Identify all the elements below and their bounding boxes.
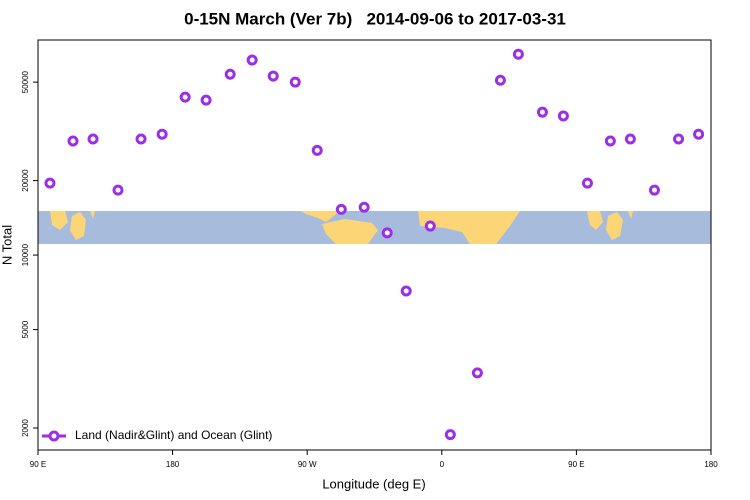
point: [381, 227, 393, 239]
point: [358, 201, 370, 213]
point: [557, 110, 569, 122]
x-tick-label: 180: [166, 460, 180, 469]
point: [179, 91, 191, 103]
legend-label: Land (Nadir&Glint) and Ocean (Glint): [75, 428, 272, 442]
point: [444, 429, 456, 441]
point: [471, 367, 483, 379]
point: [44, 177, 56, 189]
point: [424, 220, 436, 232]
point: [311, 144, 323, 156]
point: [67, 135, 79, 147]
x-tick-label: 90 E: [30, 460, 46, 469]
point: [335, 203, 347, 215]
point: [693, 128, 705, 140]
point: [224, 68, 236, 80]
point: [87, 133, 99, 145]
point: [246, 54, 258, 66]
point: [494, 74, 506, 86]
y-tick-label: 10000: [21, 243, 30, 266]
point: [512, 48, 524, 60]
plot-frame: [37, 39, 712, 451]
point: [200, 94, 212, 106]
x-tick-label: 180: [704, 460, 718, 469]
y-tick-label: 50000: [21, 70, 30, 93]
point: [289, 76, 301, 88]
point: [135, 133, 147, 145]
point: [648, 184, 660, 196]
x-axis-label: Longitude (deg E): [322, 476, 425, 491]
chart-title: 0-15N March (Ver 7b) 2014-09-06 to 2017-…: [184, 9, 566, 28]
y-tick-label: 5000: [21, 320, 30, 338]
point: [624, 133, 636, 145]
x-tick-label: 90 E: [568, 460, 584, 469]
point: [112, 184, 124, 196]
point: [267, 70, 279, 82]
x-tick-label: 0: [440, 460, 445, 469]
y-tick-label: 2000: [21, 419, 30, 437]
x-tick-label: 90 W: [298, 460, 317, 469]
point: [156, 128, 168, 140]
point: [673, 133, 685, 145]
map-band: [38, 211, 711, 244]
point: [536, 106, 548, 118]
point: [604, 135, 616, 147]
point: [581, 177, 593, 189]
y-tick-label: 20000: [21, 169, 30, 192]
legend-marker: [48, 430, 60, 442]
point: [400, 285, 412, 297]
y-axis-label: N Total: [0, 225, 14, 265]
